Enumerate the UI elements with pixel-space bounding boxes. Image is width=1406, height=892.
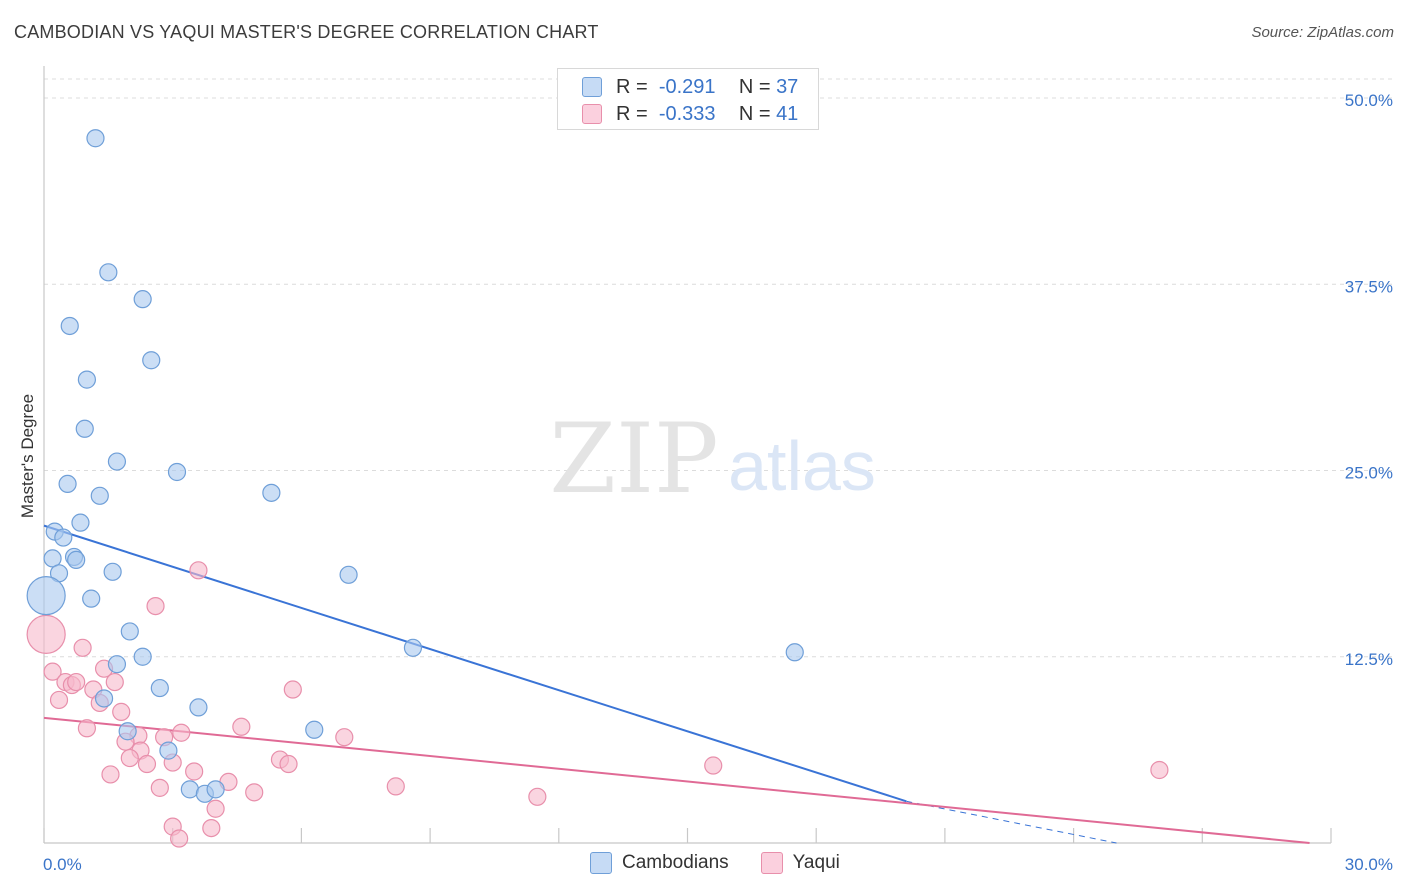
legend-n-label: N = — [739, 103, 771, 126]
cambodian-point — [55, 529, 72, 546]
cambodian-trend-extension — [906, 801, 1116, 843]
y-tick-label: 12.5% — [1345, 650, 1393, 669]
yaqui-swatch — [582, 104, 602, 124]
cambodians-legend-swatch — [590, 852, 612, 874]
y-tick-label: 25.0% — [1345, 464, 1393, 483]
legend-r-label: R = — [616, 103, 648, 126]
legend-item-cambodians[interactable]: Cambodians — [590, 852, 729, 874]
yaqui-point — [529, 788, 546, 805]
x-tick-label: 30.0% — [1345, 855, 1393, 874]
cambodian-point — [181, 781, 198, 798]
yaqui-point — [102, 766, 119, 783]
y-tick-label: 50.0% — [1345, 91, 1393, 110]
yaqui-point — [186, 763, 203, 780]
cambodian-point — [786, 644, 803, 661]
yaqui-point — [27, 615, 65, 653]
yaqui-point — [705, 757, 722, 774]
watermark-atlas: atlas — [728, 427, 876, 505]
yaqui-point — [284, 681, 301, 698]
watermark: ZIP atlas — [549, 403, 876, 515]
cambodian-point — [72, 514, 89, 531]
legend-item-yaqui[interactable]: Yaqui — [761, 852, 840, 874]
legend-row-cambodians: R = -0.291 N = 37 — [582, 75, 798, 99]
yaqui-point — [207, 800, 224, 817]
cambodian-point — [340, 566, 357, 583]
trend-lines — [44, 526, 1310, 843]
cambodian-point — [190, 699, 207, 716]
cambodian-point — [100, 264, 117, 281]
cambodian-point — [134, 291, 151, 308]
cambodian-point — [87, 130, 104, 147]
cambodian-point — [61, 317, 78, 334]
yaqui-point — [113, 703, 130, 720]
yaqui-point — [280, 756, 297, 773]
y-axis-label: Master's Degree — [18, 394, 38, 518]
cambodian-point — [104, 563, 121, 580]
yaqui-n-value: 41 — [776, 103, 798, 126]
yaqui-r-value: -0.333 — [659, 103, 739, 126]
cambodian-point — [263, 484, 280, 501]
scatter-chart: ZIP atlas 12.5% 25.0% 37.5% 50.0% 0.0% 30.0% — [0, 0, 1406, 892]
legend-r-label: R = — [616, 76, 648, 99]
yaqui-legend-label: Yaqui — [793, 852, 840, 874]
cambodian-point — [151, 680, 168, 697]
yaqui-point — [78, 720, 95, 737]
y-tick-label: 37.5% — [1345, 277, 1393, 296]
gridlines — [44, 79, 1392, 657]
cambodian-point — [108, 656, 125, 673]
cambodian-point — [160, 742, 177, 759]
cambodian-point — [404, 639, 421, 656]
cambodian-point — [207, 781, 224, 798]
yaqui-legend-swatch — [761, 852, 783, 874]
yaqui-point — [147, 598, 164, 615]
yaqui-point — [233, 718, 250, 735]
yaqui-point — [171, 830, 188, 847]
yaqui-point — [138, 756, 155, 773]
cambodian-point — [134, 648, 151, 665]
cambodians-legend-label: Cambodians — [622, 852, 729, 874]
legend-row-yaqui: R = -0.333 N = 41 — [582, 102, 798, 126]
correlation-legend: R = -0.291 N = 37 R = -0.333 N = 41 — [557, 68, 819, 130]
cambodians-r-value: -0.291 — [659, 76, 739, 99]
series-legend: Cambodians Yaqui — [590, 852, 872, 874]
cambodian-point — [76, 420, 93, 437]
cambodian-point — [306, 721, 323, 738]
cambodian-point — [108, 453, 125, 470]
yaqui-point — [1151, 761, 1168, 778]
x-tick-label: 0.0% — [43, 855, 82, 874]
yaqui-point — [106, 674, 123, 691]
cambodians-n-value: 37 — [776, 76, 798, 99]
cambodian-point — [68, 551, 85, 568]
cambodian-point — [168, 463, 185, 480]
cambodian-point — [96, 690, 113, 707]
cambodian-point — [78, 371, 95, 388]
yaqui-point — [51, 691, 68, 708]
yaqui-point — [246, 784, 263, 801]
yaqui-point — [121, 750, 138, 767]
cambodian-point — [119, 723, 136, 740]
yaqui-point — [68, 674, 85, 691]
yaqui-point — [173, 724, 190, 741]
yaqui-point — [336, 729, 353, 746]
legend-n-label: N = — [739, 76, 771, 99]
cambodian-point — [83, 590, 100, 607]
yaqui-point — [151, 779, 168, 796]
cambodians-swatch — [582, 77, 602, 97]
cambodian-point — [121, 623, 138, 640]
cambodian-point — [91, 487, 108, 504]
yaqui-point — [74, 639, 91, 656]
watermark-zip: ZIP — [549, 403, 718, 515]
cambodian-point — [59, 475, 76, 492]
cambodian-point — [143, 352, 160, 369]
yaqui-point — [387, 778, 404, 795]
yaqui-point — [203, 820, 220, 837]
cambodian-point — [27, 577, 65, 615]
yaqui-point — [190, 562, 207, 579]
